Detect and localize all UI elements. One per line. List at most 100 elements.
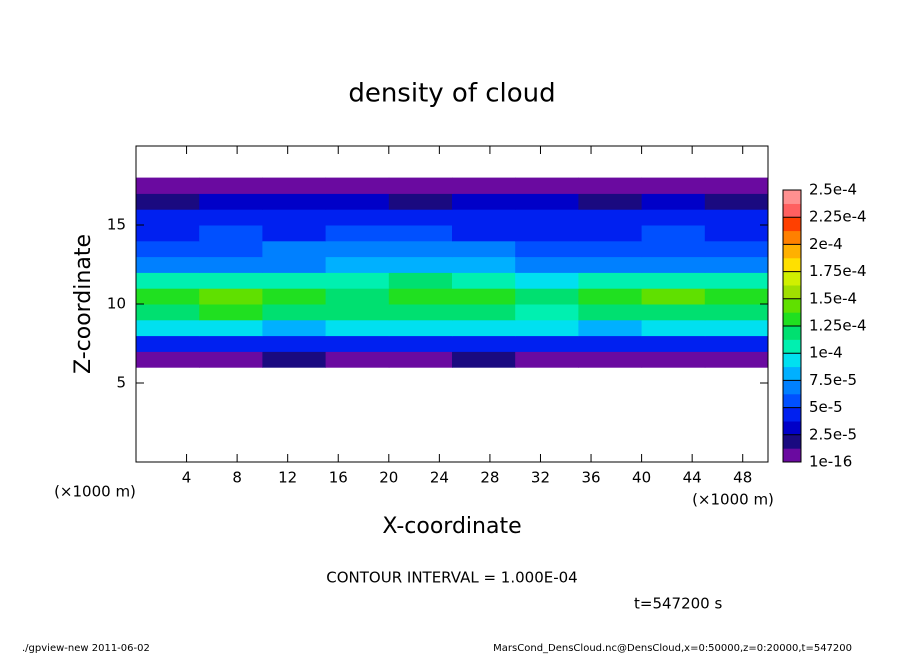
annotation: CONTOUR INTERVAL = 1.000E-04 <box>326 569 577 587</box>
heat-cell <box>388 288 453 305</box>
x-tick-label: 28 <box>480 469 499 487</box>
colorbar-swatch <box>783 448 801 463</box>
heat-cell <box>641 225 706 242</box>
x-unit: (×1000 m) <box>692 491 774 509</box>
x-tick-label: 44 <box>683 469 702 487</box>
heat-cell <box>136 351 200 368</box>
heat-cell <box>262 240 327 258</box>
heat-cell <box>704 225 769 242</box>
heat-cell <box>515 351 579 368</box>
heat-cell <box>641 256 706 273</box>
heat-cell <box>325 193 390 210</box>
heat-cell <box>515 319 579 337</box>
colorbar-swatch <box>783 353 801 368</box>
heat-cell <box>452 272 516 289</box>
footer-right: MarsCond_DensCloud.nc@DensCloud,x=0:5000… <box>493 643 852 654</box>
heat-cell <box>578 240 643 258</box>
heat-cell <box>704 288 769 305</box>
colorbar-swatch <box>783 421 801 436</box>
heat-cell <box>452 256 516 273</box>
heat-cell <box>325 225 390 242</box>
heat-cell <box>325 256 390 273</box>
colorbar-swatch <box>783 217 801 232</box>
x-tick-label: 12 <box>278 469 297 487</box>
heat-cell <box>641 240 706 258</box>
heat-cell <box>199 335 263 352</box>
heat-cell <box>262 177 327 194</box>
heat-cell <box>515 288 579 305</box>
x-tick-label: 16 <box>329 469 348 487</box>
heat-cell <box>262 272 327 289</box>
heat-cell <box>199 256 263 273</box>
colorbar-swatch <box>783 244 801 259</box>
heat-cell <box>641 272 706 289</box>
heat-cell <box>578 225 643 242</box>
heat-cell <box>136 209 200 226</box>
heat-cell <box>578 256 643 273</box>
heat-cell <box>388 319 453 337</box>
heat-cell <box>199 319 263 337</box>
heat-cell <box>515 272 579 289</box>
heat-cell <box>452 335 516 352</box>
heat-cell <box>641 209 706 226</box>
x-tick-label: 36 <box>581 469 600 487</box>
heat-cell <box>388 177 453 194</box>
colorbar-swatch <box>783 258 801 272</box>
heat-cell <box>704 319 769 337</box>
heat-cell <box>704 256 769 273</box>
heat-cell <box>388 225 453 242</box>
heat-cell <box>325 177 390 194</box>
heat-cell <box>388 335 453 352</box>
colorbar-tick-label: 1.75e-4 <box>809 262 867 280</box>
colorbar-swatch <box>783 271 801 286</box>
colorbar-tick-label: 2.25e-4 <box>809 208 867 226</box>
colorbar-swatch <box>783 434 801 449</box>
heat-cell <box>452 288 516 305</box>
heat-cell <box>262 304 327 321</box>
heat-cell <box>262 335 327 352</box>
heat-cell <box>199 351 263 368</box>
heat-cell <box>136 177 200 194</box>
heat-cell <box>578 177 643 194</box>
heat-cell <box>136 240 200 258</box>
heat-cell <box>452 351 516 368</box>
heat-cell <box>641 304 706 321</box>
heat-cell <box>515 256 579 273</box>
heat-cell <box>199 209 263 226</box>
heat-cell <box>515 225 579 242</box>
heat-cell <box>641 335 706 352</box>
heat-cell <box>452 319 516 337</box>
colorbar-tick-label: 1.5e-4 <box>809 289 857 307</box>
y-tick-label: 10 <box>107 295 126 313</box>
heat-cell <box>515 240 579 258</box>
colorbar-tick-label: 2.5e-5 <box>809 425 857 443</box>
heat-cell <box>452 209 516 226</box>
heat-cell <box>704 209 769 226</box>
heat-cell <box>136 288 200 305</box>
heat-cell <box>578 304 643 321</box>
colorbar-tick-label: 5e-5 <box>809 398 843 416</box>
heat-cell <box>325 209 390 226</box>
heat-cell <box>704 240 769 258</box>
heat-cell <box>262 193 327 210</box>
heat-cell <box>262 225 327 242</box>
heat-cell <box>388 272 453 289</box>
y-axis-label: Z-coordinate <box>71 234 96 374</box>
heat-cell <box>704 193 769 210</box>
heat-cell <box>199 177 263 194</box>
heat-cell <box>515 209 579 226</box>
heat-cell <box>262 288 327 305</box>
x-tick-label: 48 <box>733 469 752 487</box>
heat-cell <box>325 272 390 289</box>
heat-cell <box>325 304 390 321</box>
colorbar-swatch <box>783 203 801 218</box>
heat-cell <box>136 304 200 321</box>
heat-cell <box>704 304 769 321</box>
heat-cell <box>578 288 643 305</box>
heat-cell <box>704 177 769 194</box>
heat-cell <box>199 193 263 210</box>
heat-cell <box>388 240 453 258</box>
colorbar-swatch <box>783 312 801 327</box>
heat-cell <box>388 193 453 210</box>
